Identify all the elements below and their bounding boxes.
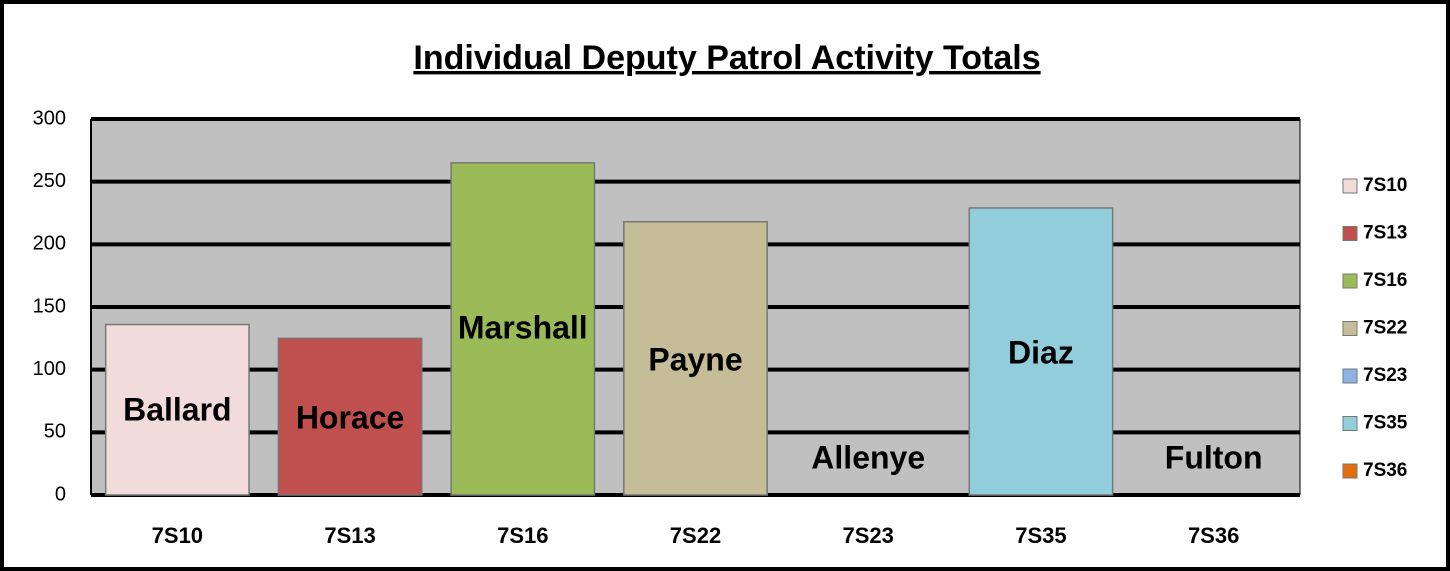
bar-label: Payne xyxy=(648,341,742,377)
bar xyxy=(623,221,768,496)
legend-label: 7S13 xyxy=(1363,223,1407,244)
y-tick-label: 250 xyxy=(33,170,66,192)
bar-label: Diaz xyxy=(1008,334,1074,370)
y-tick-label: 100 xyxy=(33,358,66,380)
bar-label: Ballard xyxy=(123,391,231,427)
y-tick-label: 0 xyxy=(55,483,66,505)
legend-label: 7S35 xyxy=(1363,413,1408,434)
legend-swatch xyxy=(1342,226,1358,241)
bar xyxy=(277,337,423,496)
legend-swatch xyxy=(1342,463,1358,479)
x-tick-label: 7S13 xyxy=(324,523,375,548)
legend-swatch xyxy=(1342,321,1358,336)
chart-title: Individual Deputy Patrol Activity Totals xyxy=(413,39,1040,77)
bar-label: Allenye xyxy=(811,439,925,475)
legend-label: 7S22 xyxy=(1363,318,1407,339)
legend-swatch xyxy=(1342,273,1358,289)
x-tick-label: 7S23 xyxy=(843,523,894,548)
legend-label: 7S10 xyxy=(1363,175,1407,196)
legend-swatch xyxy=(1342,368,1358,384)
bar-label: Marshall xyxy=(458,309,588,345)
legend-label: 7S16 xyxy=(1363,270,1407,291)
bar xyxy=(104,323,250,496)
legend-swatch xyxy=(1342,416,1358,431)
y-tick-label: 300 xyxy=(33,107,66,129)
bar-label: Fulton xyxy=(1165,439,1263,475)
x-tick-label: 7S10 xyxy=(152,523,203,548)
bar-label: Horace xyxy=(296,399,405,435)
legend-label: 7S36 xyxy=(1363,460,1407,481)
y-tick-label: 50 xyxy=(44,421,66,443)
bar xyxy=(450,162,596,496)
legend-swatch xyxy=(1342,178,1358,194)
x-tick-label: 7S16 xyxy=(497,523,548,548)
legend-label: 7S23 xyxy=(1363,365,1407,386)
x-tick-label: 7S36 xyxy=(1188,523,1239,548)
x-tick-label: 7S35 xyxy=(1015,523,1066,548)
bar xyxy=(968,207,1114,496)
x-tick-label: 7S22 xyxy=(670,523,721,548)
y-tick-label: 200 xyxy=(33,233,66,255)
y-tick-label: 150 xyxy=(33,295,66,317)
